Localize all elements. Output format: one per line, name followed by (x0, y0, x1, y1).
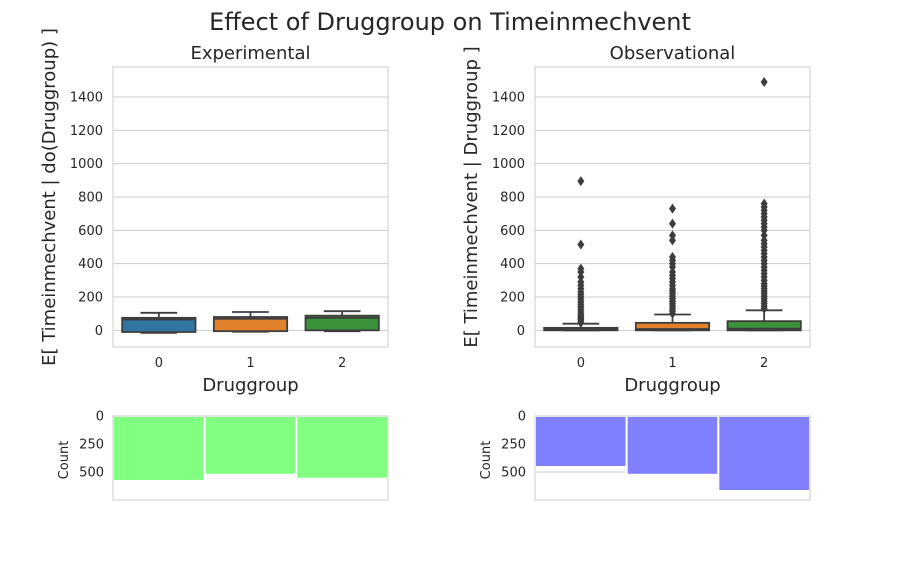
y-tick-label: 600 (500, 224, 525, 239)
box-0 (121, 311, 197, 334)
panel-title: Experimental (190, 43, 310, 64)
count-bar-2 (295, 415, 390, 480)
count-panel-experimental: 0 250 500 Count (57, 410, 390, 501)
y-tick-label: 500 (501, 466, 526, 481)
box-iqr (212, 316, 289, 333)
y-tick-label: 0 (95, 324, 103, 339)
count-bar-1 (625, 415, 720, 476)
y-tick-label: 800 (78, 191, 103, 206)
count-bar-1 (203, 415, 298, 476)
outlier-point (577, 176, 585, 187)
y-tick-label: 600 (78, 224, 103, 239)
x-tick-label: 1 (668, 356, 676, 371)
x-tick-label: 0 (577, 356, 585, 371)
outlier-point (577, 263, 585, 274)
y-axis-label: Count (57, 441, 72, 480)
box-1 (634, 203, 711, 332)
y-axis-label: E[ Timeinmechvent | Druggroup ] (461, 46, 482, 347)
box-2 (304, 310, 380, 333)
boxplot-panel-experimental: 0 200 400 600 800 1000 1200 1400 0 1 2 Experimental… (39, 28, 389, 396)
plot-frame (534, 66, 811, 348)
y-tick-label: 250 (501, 438, 526, 453)
y-tick-label: 500 (79, 466, 104, 481)
y-tick-label: 200 (78, 291, 103, 306)
y-tick-label: 0 (518, 410, 526, 425)
outlier-point (577, 239, 585, 250)
y-tick-label: 0 (96, 410, 104, 425)
y-axis-label: E[ Timeinmechvent | do(Druggroup) ] (39, 28, 60, 366)
box-2 (726, 77, 802, 332)
y-tick-label: 250 (79, 438, 104, 453)
y-axis-label: Count (479, 441, 494, 480)
y-tick-label: 1200 (70, 124, 103, 139)
boxplot-panel-observational: 0 200 400 600 800 1000 1200 1400 0 1 2 Observationa… (461, 43, 811, 396)
y-tick-label: 400 (78, 257, 103, 272)
x-tick-label: 1 (246, 356, 254, 371)
count-panel-observational: 0 250 500 Count (479, 410, 811, 501)
box-iqr (304, 314, 380, 332)
outlier-point (760, 77, 768, 87)
count-bar-0 (112, 415, 206, 482)
count-bar-0 (534, 415, 628, 468)
plot-frame (112, 66, 389, 348)
box-iqr (726, 320, 802, 332)
y-tick-label: 1400 (492, 91, 525, 106)
plot-frame (112, 415, 389, 501)
outlier-point (669, 252, 676, 262)
y-tick-label: 1400 (70, 91, 103, 106)
y-tick-label: 1200 (492, 124, 525, 139)
figure-title: Effect of Druggroup on Timeinmechvent (209, 8, 691, 36)
x-tick-label: 0 (155, 356, 163, 371)
outlier-point (669, 203, 676, 214)
box-iqr (121, 316, 197, 333)
y-tick-label: 200 (500, 291, 525, 306)
count-bar-2 (717, 415, 811, 493)
x-tick-label: 2 (338, 356, 346, 371)
box-iqr (634, 321, 711, 332)
y-tick-label: 1000 (492, 157, 525, 172)
outlier-point (669, 230, 676, 241)
x-axis-label: Druggroup (624, 375, 720, 396)
panel-title: Observational (610, 43, 736, 64)
y-tick-label: 0 (517, 324, 525, 339)
x-axis-label: Druggroup (202, 375, 298, 396)
box-1 (212, 311, 289, 333)
outlier-point (760, 198, 768, 209)
y-tick-label: 1000 (70, 157, 103, 172)
x-tick-label: 2 (760, 356, 768, 371)
y-tick-label: 400 (500, 257, 525, 272)
plot-frame (534, 415, 811, 501)
y-tick-label: 800 (500, 191, 525, 206)
outlier-point (669, 218, 676, 229)
box-0 (543, 176, 619, 332)
